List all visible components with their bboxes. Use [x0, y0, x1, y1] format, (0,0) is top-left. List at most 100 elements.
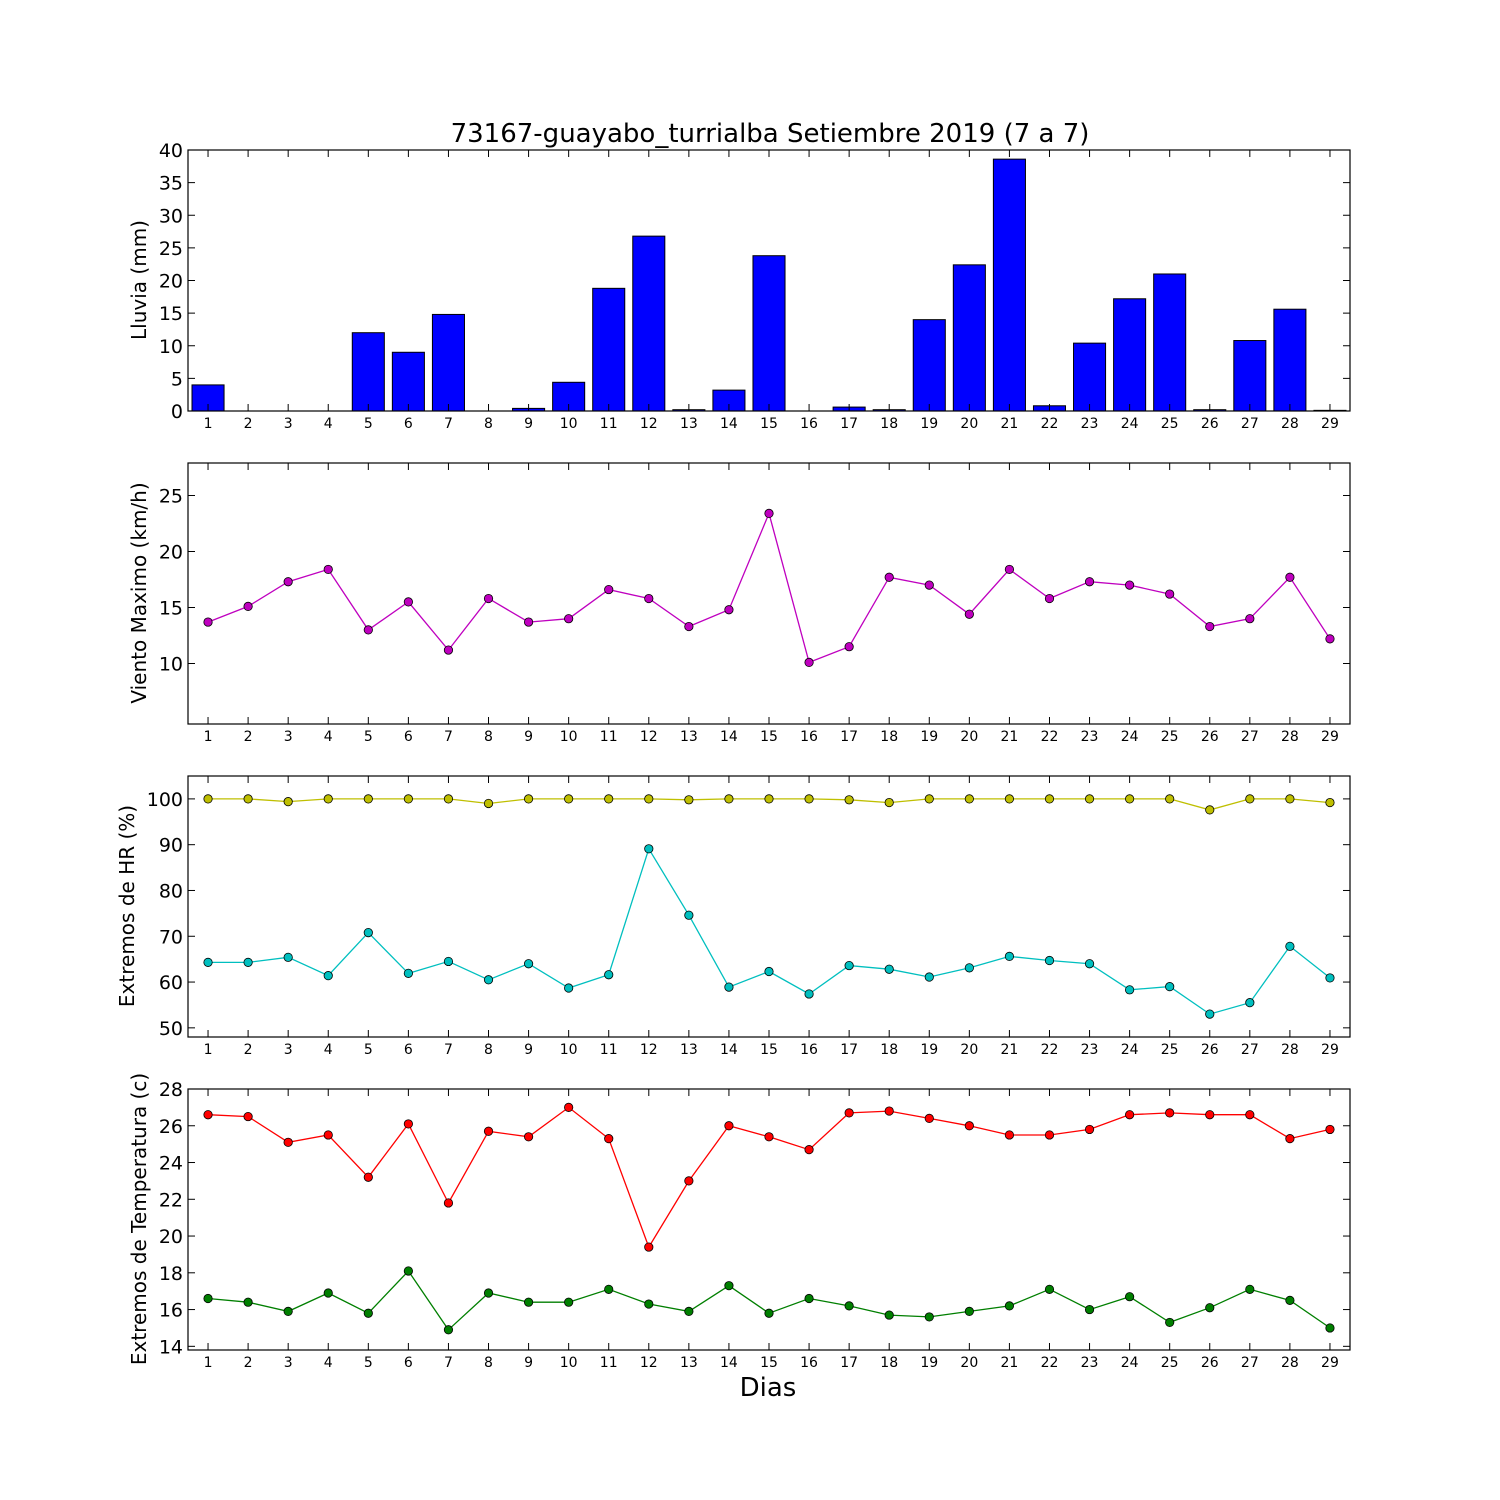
- temperature-series-1-point: [1084, 1124, 1095, 1135]
- temperature-series-2-point: [483, 1288, 494, 1298]
- rain-x-tick-label: 21: [1000, 416, 1018, 432]
- rain-bar: [1233, 340, 1267, 412]
- humidity-y-ticks: 50 60 70 80 90 100: [147, 789, 1350, 1040]
- wind-x-tick-label: 3: [284, 729, 293, 745]
- temperature-x-tick-label: 28: [1281, 1355, 1299, 1371]
- temperature-series-2-point: [1165, 1317, 1175, 1328]
- temperature-series-1-point: [243, 1111, 253, 1122]
- humidity-series-1-point: [323, 794, 333, 804]
- rain-y-tick-label: 5: [171, 368, 183, 390]
- wind-series-1-point: [1205, 621, 1215, 632]
- wind-y-axis-label: Viento Maximo (km/h): [127, 482, 151, 703]
- wind-series-1-point: [1125, 580, 1135, 590]
- humidity-series-2-point: [804, 989, 814, 999]
- humidity-series-2-point: [203, 957, 213, 967]
- wind-x-tick-label: 28: [1281, 729, 1299, 745]
- temperature-x-tick-label: 21: [1000, 1355, 1018, 1371]
- temperature-series-1-point: [403, 1119, 413, 1129]
- rain-x-tick-label: 13: [680, 416, 698, 432]
- wind-x-tick-label: 7: [444, 729, 453, 745]
- rain-bar: [1073, 342, 1107, 412]
- wind-x-tick-label: 16: [800, 729, 818, 745]
- humidity-series-1-point: [283, 797, 293, 807]
- humidity-series-2-point: [884, 964, 894, 974]
- humidity-x-ticks: 1 2 3 4 5 6 7 8 9 10 11 12 13 14 15 16 17 18 19 20 21 22 23 24 2…: [204, 776, 1339, 1058]
- wind-series-1-point: [564, 614, 574, 624]
- rain-x-tick-label: 18: [880, 416, 898, 432]
- humidity-x-tick-label: 25: [1161, 1042, 1179, 1058]
- humidity-series-2-point: [323, 971, 333, 981]
- rain-x-tick-label: 23: [1081, 416, 1099, 432]
- temperature-series-1-point: [1165, 1108, 1175, 1118]
- temperature-series-1-point: [684, 1176, 694, 1186]
- humidity-x-tick-label: 7: [444, 1042, 453, 1058]
- temperature-x-tick-label: 1: [204, 1355, 213, 1371]
- temperature-x-tick-label: 16: [800, 1355, 818, 1371]
- humidity-series-2-point: [1205, 1009, 1215, 1019]
- temperature-x-tick-label: 6: [404, 1355, 413, 1371]
- humidity-series-1-point: [363, 794, 373, 804]
- humidity-series-1-point: [1044, 794, 1055, 804]
- wind-series-1-point: [403, 597, 413, 607]
- wind-x-tick-label: 26: [1201, 729, 1219, 745]
- rain-x-tick-label: 8: [484, 416, 493, 432]
- humidity-series-2-point: [564, 983, 574, 993]
- humidity-series-1-point: [1325, 797, 1335, 808]
- humidity-series-2-point: [844, 960, 854, 971]
- humidity-series-2-point: [644, 844, 654, 854]
- humidity-series-2-point: [924, 972, 934, 982]
- temperature-series-1-point: [604, 1134, 614, 1144]
- rain-y-tick-label: 0: [171, 401, 183, 423]
- wind-axes-frame: [187, 462, 1351, 725]
- humidity-series-1-point: [804, 794, 814, 804]
- humidity-series-1-point: [1125, 794, 1135, 804]
- rain-x-tick-label: 12: [640, 416, 658, 432]
- wind-x-tick-label: 12: [640, 729, 658, 745]
- rain-x-tick-label: 6: [404, 416, 413, 432]
- temperature-x-tick-label: 4: [324, 1355, 333, 1371]
- rain-y-axis-label: Lluvia (mm): [127, 220, 151, 340]
- wind-x-tick-label: 5: [364, 729, 373, 745]
- rain-x-tick-label: 22: [1041, 416, 1059, 432]
- x-axis-label: Dias: [740, 1373, 797, 1403]
- humidity-series-1-point: [1205, 805, 1215, 815]
- humidity-x-tick-label: 23: [1081, 1042, 1099, 1058]
- wind-x-ticks: 1 2 3 4 5 6 7 8 9 10 11 12 13 14 15 16 17 18 19 20 21 22 23 24 2…: [204, 463, 1339, 745]
- temperature-axes-frame: [187, 1088, 1351, 1351]
- wind-y-ticks: 10 15 20 25: [159, 485, 1350, 676]
- wind-series-1-point: [1245, 614, 1255, 624]
- humidity-series-2-point: [523, 959, 534, 969]
- humidity-x-tick-label: 29: [1321, 1042, 1339, 1058]
- temperature-y-tick-label: 26: [159, 1116, 183, 1138]
- wind-series-1-point: [443, 645, 454, 655]
- rain-x-tick-label: 27: [1241, 416, 1259, 432]
- rain-x-tick-label: 16: [800, 416, 818, 432]
- rain-bar: [1113, 298, 1147, 412]
- wind-x-tick-label: 1: [204, 729, 213, 745]
- humidity-series-2-point: [363, 927, 373, 938]
- humidity-series-1-point: [684, 795, 694, 805]
- rain-y-tick-label: 25: [159, 238, 183, 260]
- wind-y-tick-label: 20: [159, 541, 183, 563]
- temperature-x-tick-label: 14: [720, 1355, 738, 1371]
- wind-x-tick-label: 27: [1241, 729, 1259, 745]
- humidity-x-tick-label: 8: [484, 1042, 493, 1058]
- humidity-x-tick-label: 28: [1281, 1042, 1299, 1058]
- temperature-series-2-point: [724, 1281, 734, 1291]
- humidity-x-tick-label: 6: [404, 1042, 413, 1058]
- temperature-x-tick-label: 18: [880, 1355, 898, 1371]
- wind-series-1-point: [1004, 564, 1015, 575]
- temperature-x-tick-label: 26: [1201, 1355, 1219, 1371]
- temperature-x-tick-label: 27: [1241, 1355, 1259, 1371]
- wind-x-tick-label: 21: [1000, 729, 1018, 745]
- temperature-y-tick-label: 16: [159, 1300, 183, 1322]
- humidity-x-tick-label: 14: [720, 1042, 738, 1058]
- humidity-series-2-point: [1245, 998, 1255, 1008]
- temperature-series-2-point: [1205, 1303, 1215, 1313]
- humidity-series-2-point: [724, 982, 734, 992]
- rain-x-ticks: 1 2 3 4 5 6 7 8 9 10 11 12 13 14 15 16 17 18 19 20 21 22 23 24 2…: [204, 150, 1339, 432]
- humidity-x-tick-label: 22: [1041, 1042, 1059, 1058]
- humidity-series-2-point: [684, 910, 694, 920]
- humidity-series-2-point: [604, 970, 614, 980]
